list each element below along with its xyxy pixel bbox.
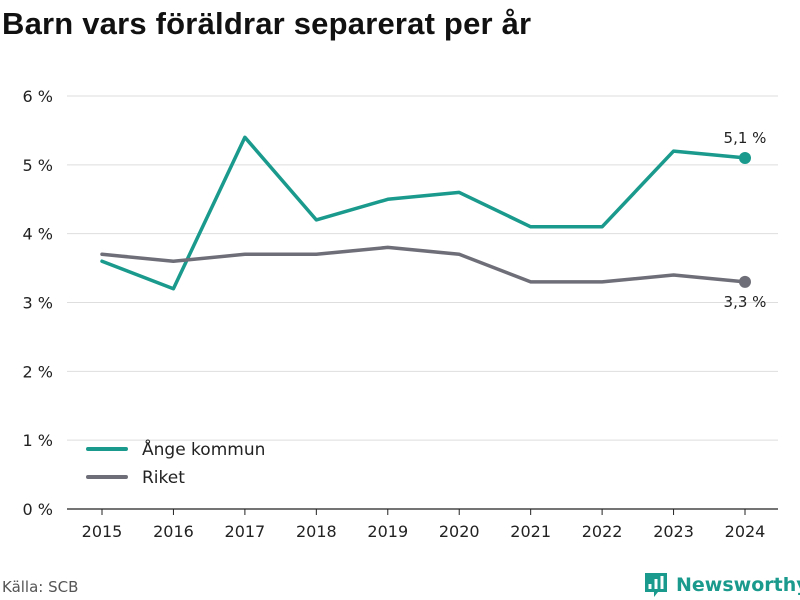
- x-tick-label: 2023: [653, 522, 694, 541]
- series-lines: 5,1 % 3,3 %: [100, 129, 767, 311]
- x-tick-label: 2017: [225, 522, 266, 541]
- end-value-label: 5,1 %: [724, 129, 767, 147]
- x-tick-label: 2021: [510, 522, 551, 541]
- x-axis: 2015 2016 2017 2018 2019 2020 2021 2022 2023 2024: [82, 509, 766, 541]
- legend: Ånge kommun Riket: [86, 438, 265, 488]
- series-line-1: [100, 245, 747, 284]
- y-tick-label: 3 %: [23, 294, 53, 313]
- series-end-point: [739, 275, 751, 288]
- x-tick-label: 2020: [439, 522, 480, 541]
- series-line-0: [100, 135, 747, 291]
- brand-name: Newsworthy: [676, 574, 800, 596]
- y-tick-label: 1 %: [23, 431, 53, 450]
- y-tick-label: 4 %: [23, 225, 53, 244]
- x-tick-label: 2018: [296, 522, 337, 541]
- series-end-point: [739, 151, 751, 164]
- y-tick-label: 2 %: [23, 362, 53, 381]
- source-note: Källa: SCB: [2, 578, 79, 596]
- x-tick-label: 2024: [725, 522, 766, 541]
- x-tick-label: 2015: [82, 522, 123, 541]
- bar-chart-logo-icon: [645, 573, 667, 597]
- x-tick-label: 2019: [367, 522, 408, 541]
- end-value-label: 3,3 %: [724, 293, 767, 311]
- y-tick-label: 5 %: [23, 156, 53, 175]
- x-tick-label: 2016: [153, 522, 194, 541]
- brand[interactable]: Newsworthy: [644, 570, 800, 600]
- legend-label: Riket: [142, 468, 185, 488]
- y-tick-label: 6 %: [23, 87, 53, 106]
- x-tick-label: 2022: [582, 522, 623, 541]
- y-axis-tick-labels: 0 % 1 % 2 % 3 % 4 % 5 % 6 %: [23, 87, 53, 519]
- legend-label: Ånge kommun: [142, 438, 265, 460]
- y-tick-label: 0 %: [23, 500, 53, 519]
- chart-title: Barn vars föräldrar separerat per år: [2, 6, 532, 41]
